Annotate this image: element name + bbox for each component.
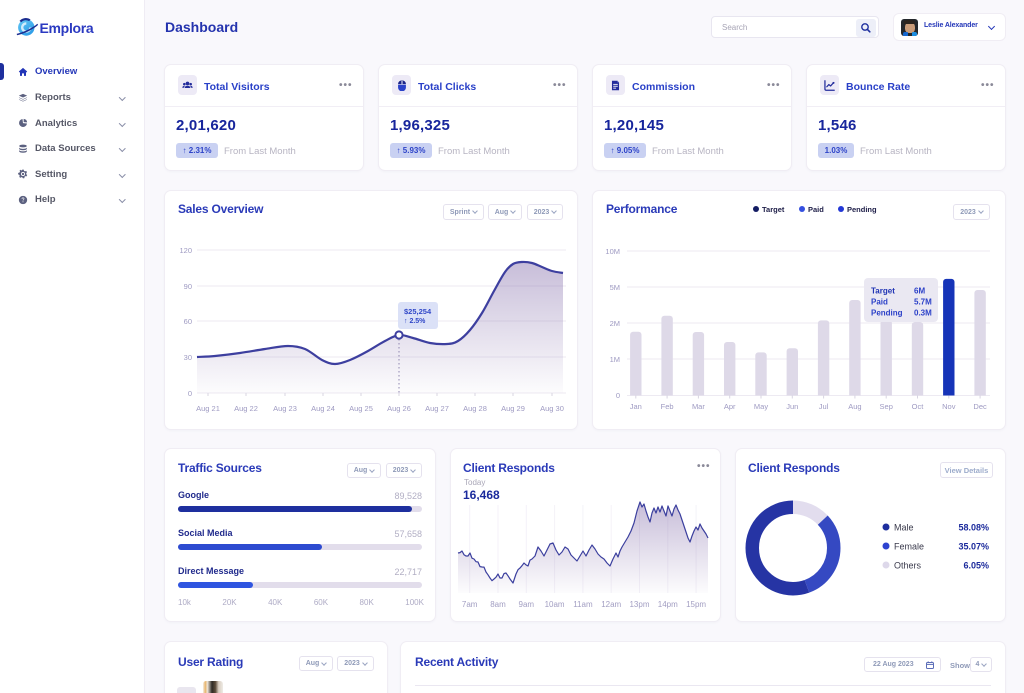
svg-text:Jun: Jun <box>786 402 798 411</box>
svg-text:0.3M: 0.3M <box>914 309 932 318</box>
svg-text:Aug 25: Aug 25 <box>349 404 373 413</box>
svg-text:Pending: Pending <box>847 205 877 214</box>
svg-text:Paid: Paid <box>871 298 888 307</box>
svg-text:0: 0 <box>616 391 620 400</box>
svg-text:Aug 29: Aug 29 <box>501 404 525 413</box>
svg-text:Aug: Aug <box>848 402 861 411</box>
svg-text:Dec: Dec <box>973 402 987 411</box>
svg-text:30: 30 <box>184 353 192 362</box>
svg-text:Aug 26: Aug 26 <box>387 404 411 413</box>
svg-text:Mar: Mar <box>692 402 705 411</box>
svg-text:Aug 30: Aug 30 <box>540 404 564 413</box>
svg-text:8am: 8am <box>490 600 506 609</box>
svg-text:13pm: 13pm <box>629 600 649 609</box>
svg-text:Male: Male <box>894 523 914 533</box>
svg-text:60: 60 <box>184 317 192 326</box>
svg-text:Aug 23: Aug 23 <box>273 404 297 413</box>
svg-text:Nov: Nov <box>942 402 956 411</box>
svg-text:10am: 10am <box>545 600 565 609</box>
svg-text:Apr: Apr <box>724 402 736 411</box>
svg-text:2M: 2M <box>610 319 620 328</box>
svg-text:6.05%: 6.05% <box>963 561 989 571</box>
svg-text:9am: 9am <box>519 600 535 609</box>
svg-text:11am: 11am <box>573 600 593 609</box>
svg-text:Feb: Feb <box>661 402 674 411</box>
svg-text:Female: Female <box>894 542 924 552</box>
svg-text:Jan: Jan <box>630 402 642 411</box>
svg-text:Others: Others <box>894 561 922 571</box>
svg-text:35.07%: 35.07% <box>958 542 989 552</box>
svg-text:Target: Target <box>762 205 785 214</box>
svg-text:7am: 7am <box>462 600 478 609</box>
svg-text:Sep: Sep <box>880 402 893 411</box>
svg-text:$25,254: $25,254 <box>404 307 432 316</box>
svg-text:May: May <box>754 402 768 411</box>
svg-text:10M: 10M <box>605 247 620 256</box>
svg-text:12am: 12am <box>601 600 621 609</box>
svg-text:120: 120 <box>179 246 192 255</box>
svg-text:Pending: Pending <box>871 309 903 318</box>
svg-text:Aug 24: Aug 24 <box>311 404 335 413</box>
svg-text:Oct: Oct <box>912 402 925 411</box>
svg-text:15pm: 15pm <box>686 600 706 609</box>
svg-text:Target: Target <box>871 287 895 296</box>
svg-text:Aug 21: Aug 21 <box>196 404 220 413</box>
svg-text:90: 90 <box>184 282 192 291</box>
svg-text:5M: 5M <box>610 283 620 292</box>
svg-text:↑ 2.5%: ↑ 2.5% <box>404 318 426 325</box>
svg-text:Aug 27: Aug 27 <box>425 404 449 413</box>
svg-text:5.7M: 5.7M <box>914 298 932 307</box>
svg-text:0: 0 <box>188 389 192 398</box>
svg-text:14pm: 14pm <box>658 600 678 609</box>
svg-text:Aug 22: Aug 22 <box>234 404 258 413</box>
svg-text:Aug 28: Aug 28 <box>463 404 487 413</box>
svg-text:Emplora: Emplora <box>40 20 94 36</box>
svg-text:58.08%: 58.08% <box>958 523 989 533</box>
svg-text:Paid: Paid <box>808 205 824 214</box>
svg-text:Jul: Jul <box>819 402 829 411</box>
svg-text:1M: 1M <box>610 355 620 364</box>
svg-text:6M: 6M <box>914 287 925 296</box>
